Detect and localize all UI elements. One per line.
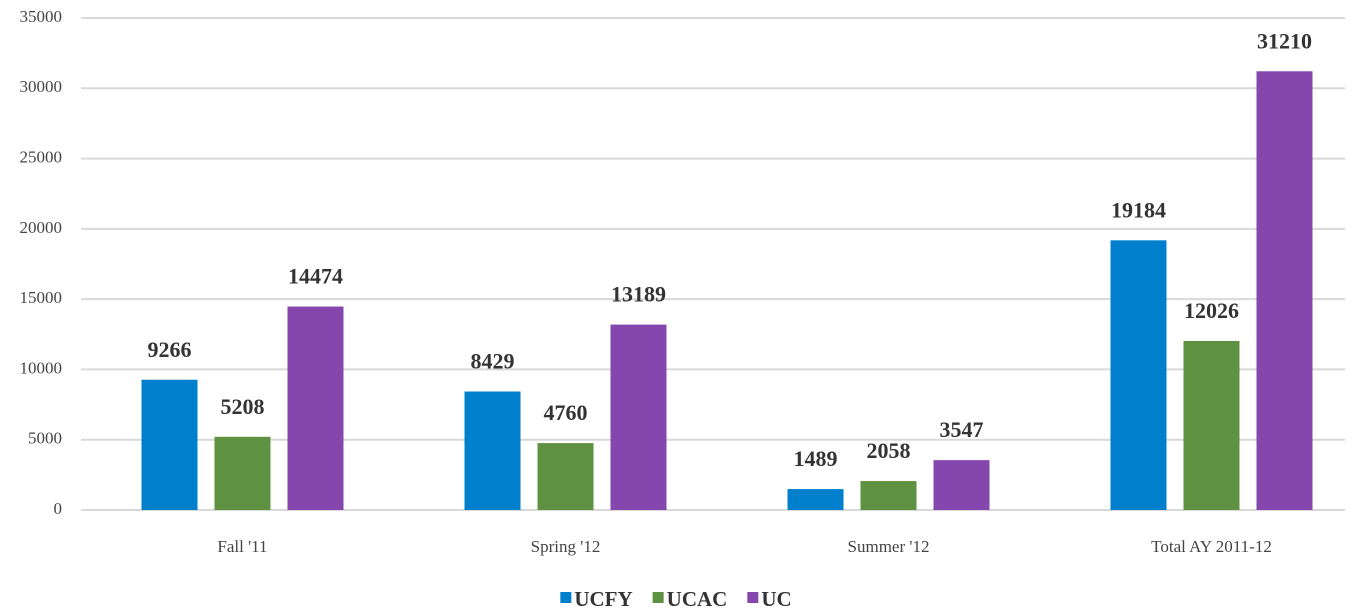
data-label: 13189 xyxy=(611,282,666,307)
y-tick-label: 30000 xyxy=(20,77,63,96)
y-tick-label: 15000 xyxy=(20,288,63,307)
legend-swatch xyxy=(560,592,572,603)
data-label: 9266 xyxy=(148,337,192,362)
bar xyxy=(1183,340,1240,510)
data-label: 8429 xyxy=(471,349,515,374)
y-tick-label: 35000 xyxy=(20,7,63,26)
data-label: 2058 xyxy=(867,438,911,463)
bar xyxy=(537,443,594,510)
y-tick-label: 5000 xyxy=(28,429,62,448)
data-label: 4760 xyxy=(544,400,588,425)
bar xyxy=(1256,71,1313,510)
bar xyxy=(610,324,667,510)
legend-label: UC xyxy=(761,587,791,611)
data-label: 14474 xyxy=(288,264,343,289)
legend-label: UCAC xyxy=(667,587,728,611)
data-label: 3547 xyxy=(940,417,984,442)
y-tick-label: 10000 xyxy=(20,358,63,377)
y-tick-label: 20000 xyxy=(20,218,63,237)
bar xyxy=(933,460,990,510)
x-tick-label: Total AY 2011-12 xyxy=(1151,537,1272,556)
bar xyxy=(464,391,521,510)
x-tick-label: Spring '12 xyxy=(531,537,601,556)
y-tick-label: 25000 xyxy=(20,147,63,166)
legend-label: UCFY xyxy=(574,587,632,611)
data-label: 1489 xyxy=(794,446,838,471)
data-label: 19184 xyxy=(1111,197,1166,222)
bar xyxy=(141,379,198,510)
bar xyxy=(287,306,344,510)
bar xyxy=(860,481,917,510)
bar xyxy=(1110,240,1167,511)
legend-swatch xyxy=(652,592,664,603)
x-tick-label: Fall '11 xyxy=(217,537,267,556)
bar xyxy=(214,436,271,510)
x-tick-label: Summer '12 xyxy=(848,537,930,556)
data-label: 5208 xyxy=(221,394,265,419)
bar xyxy=(787,489,844,510)
y-tick-label: 0 xyxy=(54,499,63,518)
legend-swatch xyxy=(747,592,759,603)
data-label: 31210 xyxy=(1257,28,1312,53)
data-label: 12026 xyxy=(1184,298,1239,323)
